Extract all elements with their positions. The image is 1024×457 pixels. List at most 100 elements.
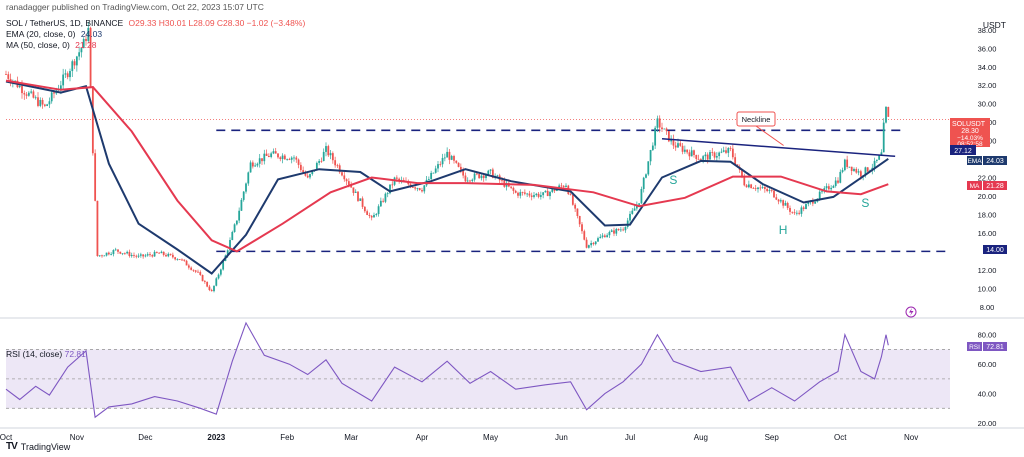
candle-down	[491, 169, 494, 178]
candle-up	[608, 231, 611, 236]
price-tick-label: 20.00	[978, 192, 997, 201]
time-tick-label: Oct	[0, 433, 13, 442]
candle-down	[187, 265, 190, 268]
candle-up	[683, 149, 686, 152]
candle-down	[459, 166, 462, 170]
price-badge[interactable]: SOLUSDT 28.30 −14.03% 08:52:58	[950, 118, 990, 148]
candle-up	[843, 159, 846, 171]
candle-down	[345, 179, 348, 182]
candle-down	[439, 164, 442, 165]
candle-down	[331, 153, 334, 161]
candle-down	[537, 193, 540, 197]
candle-up	[677, 143, 679, 148]
candle-up	[373, 214, 375, 218]
candle-down	[201, 274, 204, 282]
candle-down	[370, 215, 373, 218]
currency-label: USDT	[982, 20, 1006, 30]
tradingview-logo[interactable]: TV TradingView	[6, 441, 70, 452]
candle-up	[441, 157, 444, 165]
candle-up	[293, 157, 295, 159]
candle-up	[231, 231, 234, 240]
candle-up	[873, 160, 876, 168]
rsi-tick-label: 20.00	[978, 419, 997, 428]
candle-down	[665, 128, 668, 132]
symbol-legend[interactable]: SOL / TetherUS, 1D, BINANCE O29.33 H30.0…	[6, 18, 308, 29]
rsi-badge[interactable]: RSI 72.81	[967, 342, 1007, 351]
candle-up	[747, 184, 750, 188]
candle-up	[309, 174, 311, 178]
ema-legend[interactable]: EMA (20, close, 0) 24.03	[6, 29, 105, 40]
candle-down	[617, 229, 620, 231]
candle-down	[729, 148, 732, 149]
ma-50-line[interactable]	[5, 79, 889, 253]
neckline-arrow	[755, 125, 784, 146]
ma-legend[interactable]: MA (50, close, 0) 21.28	[6, 40, 99, 51]
time-tick-label: May	[483, 433, 498, 442]
price-tick-label: 22.00	[978, 174, 997, 183]
candle-down	[91, 86, 94, 154]
candle-down	[199, 272, 202, 275]
candle-down	[613, 230, 615, 234]
candle-up	[30, 91, 33, 93]
candle-down	[802, 207, 805, 210]
rsi-legend[interactable]: RSI (14, close) 72.81	[6, 349, 86, 359]
candle-down	[261, 158, 263, 162]
candle-up	[663, 128, 666, 130]
candle-down	[361, 198, 364, 207]
candle-down	[25, 94, 28, 96]
candle-up	[286, 159, 289, 160]
rsi-axis[interactable]: 80.00 60.00 40.00 20.00	[978, 331, 997, 428]
candle-down	[752, 188, 755, 189]
candle-down	[686, 149, 689, 153]
candle-down	[850, 166, 853, 171]
candle-down	[475, 173, 478, 175]
candle-down	[277, 153, 279, 158]
candle-up	[318, 160, 321, 163]
neckline-line[interactable]	[661, 138, 896, 158]
candle-down	[523, 192, 526, 194]
candle-down	[553, 188, 556, 191]
price-tick-label: 30.00	[978, 100, 997, 109]
ema-badge[interactable]: EMA 24.03	[967, 156, 1007, 165]
candle-up	[761, 187, 764, 188]
annotation-layer: Neckline S H S	[661, 111, 917, 318]
neckline-callout[interactable]	[736, 111, 776, 127]
candle-up	[690, 150, 693, 157]
support-value: 14.00	[986, 247, 1004, 254]
rsi-legend-value: 72.81	[64, 349, 86, 359]
candle-up	[281, 155, 284, 160]
candle-down	[510, 186, 513, 188]
candle-up	[825, 186, 828, 189]
candle-up	[718, 152, 721, 157]
candle-down	[135, 255, 138, 257]
tradingview-mark-icon: TV	[6, 441, 18, 452]
candle-down	[327, 146, 330, 156]
candle-down	[846, 159, 849, 167]
support-badge[interactable]: 14.00	[983, 245, 1007, 254]
ema-20-line[interactable]	[5, 80, 889, 275]
candle-up	[558, 185, 561, 189]
time-tick-label: Mar	[344, 433, 358, 442]
time-axis[interactable]: Oct Nov Dec 2023 Feb Mar Apr May Jun Jul Aug Sep Oct…	[0, 433, 918, 442]
candle-down	[366, 211, 369, 216]
candle-up	[542, 192, 545, 196]
symbol-name[interactable]: SOL / TetherUS, 1D, BINANCE	[6, 18, 124, 28]
candle-down	[85, 39, 87, 41]
candle-down	[866, 167, 869, 172]
candle-up	[875, 159, 878, 161]
candle-up	[222, 260, 225, 270]
candle-down	[208, 286, 211, 291]
candle-down	[66, 73, 69, 78]
candle-down	[688, 152, 691, 157]
rsi-line[interactable]	[5, 321, 889, 419]
price-axis[interactable]: 38.0036.0034.0032.0030.0028.0026.0022.00…	[978, 26, 997, 312]
candle-down	[133, 254, 135, 256]
candle-up	[647, 161, 650, 175]
candle-down	[21, 85, 23, 94]
level-27-badge[interactable]: 27.12	[950, 145, 976, 155]
candle-down	[190, 267, 193, 270]
candle-up	[610, 230, 613, 232]
ma-badge[interactable]: MA 21.28	[967, 181, 1007, 190]
